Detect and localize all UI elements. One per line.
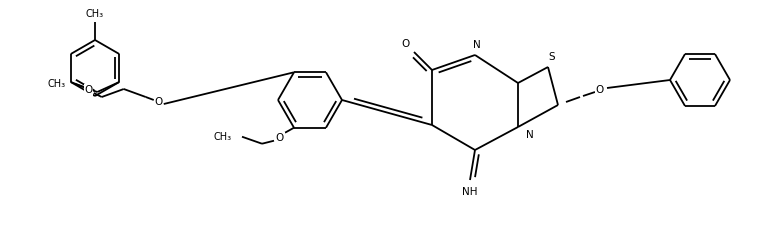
Text: O: O bbox=[85, 85, 93, 95]
Text: CH₃: CH₃ bbox=[86, 9, 104, 19]
Text: O: O bbox=[402, 39, 410, 49]
Text: N: N bbox=[526, 130, 534, 140]
Text: O: O bbox=[155, 97, 163, 107]
Text: N: N bbox=[473, 40, 481, 50]
Text: CH₃: CH₃ bbox=[47, 79, 65, 89]
Text: O: O bbox=[276, 133, 284, 143]
Text: CH₃: CH₃ bbox=[214, 132, 232, 142]
Text: NH: NH bbox=[462, 187, 478, 197]
Text: O: O bbox=[596, 85, 604, 95]
Text: S: S bbox=[549, 52, 555, 62]
